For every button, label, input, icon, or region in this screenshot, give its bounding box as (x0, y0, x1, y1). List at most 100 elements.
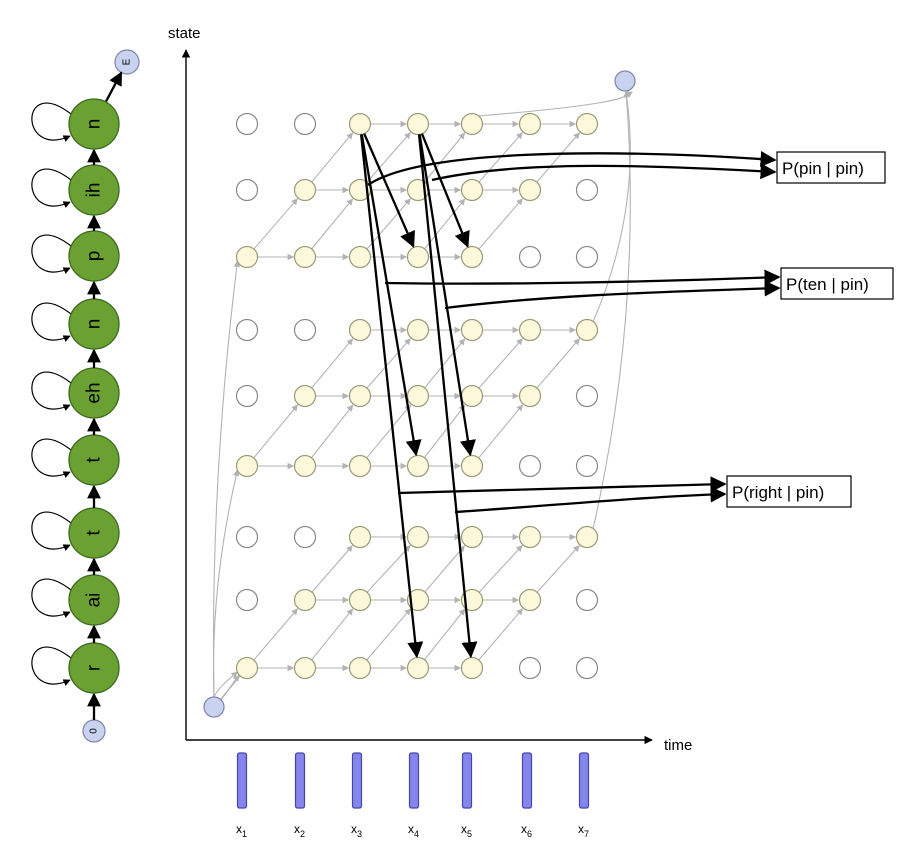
prob-box-ten: P(ten | pin) (780, 267, 894, 300)
next-state-arrow (366, 608, 411, 661)
active-state-node (348, 318, 372, 342)
word-transition-arrows (359, 133, 781, 659)
prob-label-right: P(right | pin) (732, 483, 824, 502)
next-state-arrow (253, 198, 298, 250)
next-state-arrow (536, 545, 580, 593)
inactive-state-node (575, 454, 599, 478)
active-state-node (235, 656, 259, 680)
active-state-node (406, 245, 430, 269)
hmm-end-node (114, 49, 140, 75)
next-state-arrow (536, 338, 580, 389)
next-state-arrow (478, 544, 523, 593)
next-state-arrow (311, 132, 354, 183)
active-state-node (348, 525, 372, 549)
to-ten-prob-arrow (384, 269, 781, 286)
frame-label: x5 (461, 822, 472, 839)
next-state-arrow (366, 338, 411, 389)
next-state-arrow (424, 545, 465, 593)
active-state-node (348, 656, 372, 680)
inactive-state-node (575, 245, 599, 269)
active-state-node (348, 112, 372, 136)
active-state-node (518, 525, 542, 549)
inactive-state-node (575, 588, 599, 612)
hmm-end-label: E (122, 58, 133, 65)
hmm-state-label: ai (84, 593, 105, 608)
active-state-node (293, 656, 317, 680)
active-state-node (575, 318, 599, 342)
inactive-state-node (293, 112, 317, 136)
active-state-node (293, 588, 317, 612)
hmm-self-loop-arrow (31, 438, 72, 478)
active-state-node (460, 656, 484, 680)
observation-frames: x1 x2 x3 x4 x5 x6 x7 (236, 752, 590, 839)
observation-frame (521, 752, 533, 809)
next-state-arrow (423, 404, 466, 459)
axes: state time (168, 25, 692, 754)
hmm-state-label: p (84, 251, 105, 262)
active-state-node (460, 178, 484, 202)
hmm-self-loop-arrow (31, 511, 72, 551)
end-transition-arrow (592, 90, 631, 530)
cross-word-arrow (420, 133, 470, 248)
active-state-node (348, 245, 372, 269)
hmm-state-label: t (84, 530, 105, 536)
observation-frame (461, 752, 473, 809)
active-state-node (406, 656, 430, 680)
observation-frame (578, 752, 590, 809)
hmm-state-label: n (84, 119, 105, 130)
inactive-state-node (235, 178, 259, 202)
cross-word-arrow (359, 134, 424, 659)
active-state-node (293, 384, 317, 408)
hmm-state-label: r (84, 664, 105, 671)
frame-label: x2 (294, 822, 305, 839)
next-state-arrow (424, 132, 466, 183)
hmm-state-label: ih (84, 183, 105, 198)
inactive-state-node (575, 178, 599, 202)
next-state-arrow (424, 338, 466, 389)
inactive-state-node (235, 112, 259, 136)
active-state-node (348, 454, 372, 478)
frame-label: x3 (351, 822, 362, 839)
lattice-nodes (203, 70, 636, 718)
prob-box-right: P(right | pin) (726, 475, 852, 508)
hmm-self-loop-arrow (31, 371, 72, 411)
hmm-self-loop-arrow (31, 578, 72, 618)
hmm-self-loop-arrow (31, 168, 72, 208)
observation-frame (294, 752, 306, 809)
observation-frame (236, 752, 248, 809)
active-state-node (406, 384, 430, 408)
next-state-arrow (311, 338, 354, 389)
next-state-arrow (311, 545, 353, 593)
to-pin-prob-arrow (431, 163, 777, 182)
prob-box-pin: P(pin | pin) (776, 151, 886, 184)
hmm-state-label: n (84, 319, 105, 330)
next-state-arrow (478, 404, 524, 459)
frame-label: x6 (521, 822, 532, 839)
next-state-arrow (311, 608, 354, 661)
y-axis-label: state (168, 25, 201, 42)
next-state-arrow (478, 608, 523, 661)
next-state-arrow (366, 544, 411, 593)
inactive-state-node (235, 384, 259, 408)
inactive-state-node (518, 656, 542, 680)
prob-label-ten: P(ten | pin) (786, 275, 869, 294)
end-transition-arrow (477, 91, 633, 117)
hmm-self-loop-arrow (31, 302, 72, 342)
next-state-arrow (366, 198, 411, 250)
inactive-state-node (235, 525, 259, 549)
to-ten-prob-arrow (444, 280, 781, 310)
end-transition-arrow (592, 90, 631, 323)
observation-frame (408, 752, 420, 809)
inactive-state-node (293, 318, 317, 342)
lattice-start-node (203, 696, 225, 718)
inactive-state-node (293, 525, 317, 549)
active-state-node (348, 384, 372, 408)
next-state-arrow (478, 198, 523, 250)
active-state-node (293, 245, 317, 269)
active-state-node (235, 245, 259, 269)
hmm-state-label: eh (84, 382, 105, 403)
active-state-node (406, 588, 430, 612)
frame-label: x4 (408, 822, 419, 839)
hmm-self-loop-arrow (31, 646, 72, 686)
start-transition-arrow (212, 260, 241, 698)
